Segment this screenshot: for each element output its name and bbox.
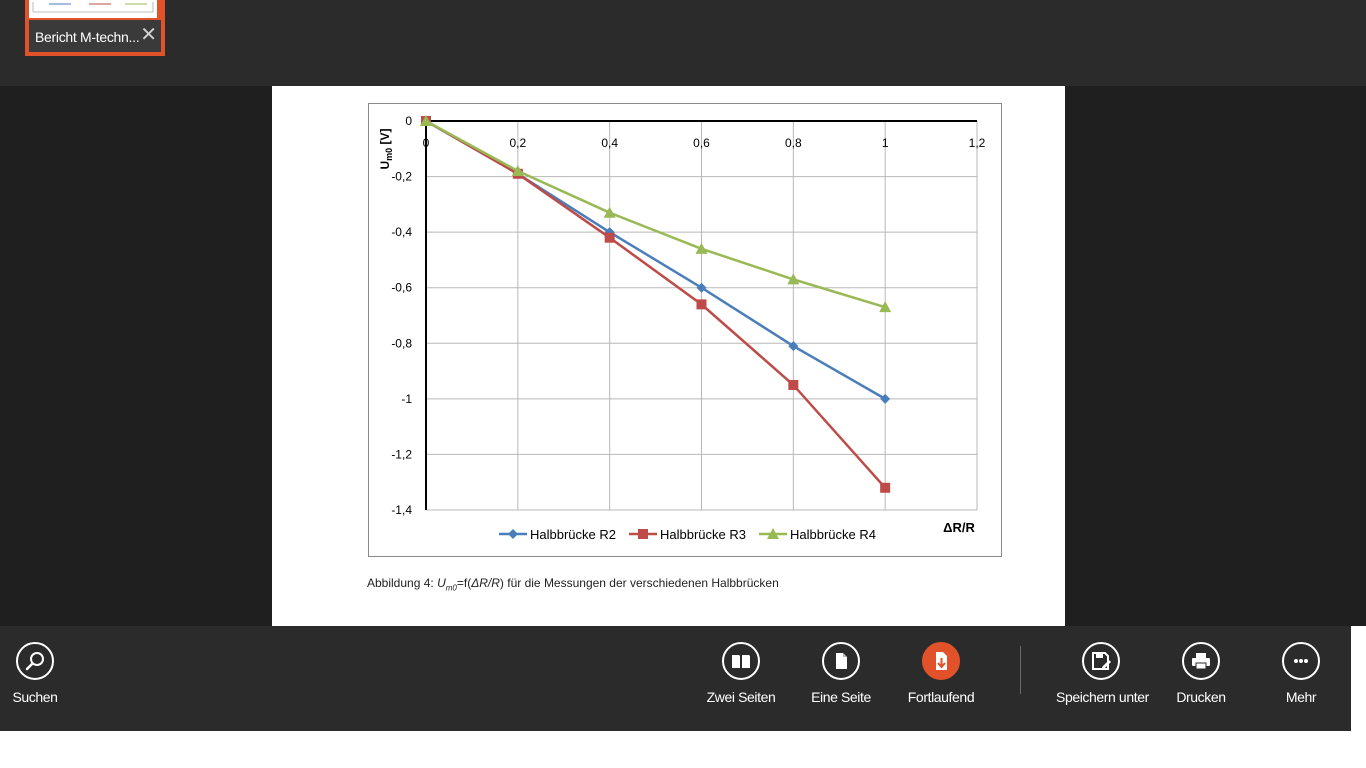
x-axis-label: ΔR/R xyxy=(943,520,975,535)
x-tick-label: 0 xyxy=(423,136,430,150)
y-tick-label: -0,6 xyxy=(391,281,412,295)
search-icon xyxy=(16,642,54,680)
legend-marker-halbbr-cke-r2 xyxy=(508,529,518,539)
x-tick-label: 0,6 xyxy=(693,136,710,150)
legend-marker-halbbr-cke-r3 xyxy=(638,529,648,539)
continuous-button-label: Fortlaufend xyxy=(907,689,975,705)
y-tick-label: -1 xyxy=(401,392,412,406)
print-button-label: Drucken xyxy=(1176,689,1226,705)
two-pages-button[interactable]: Zwei Seiten xyxy=(696,642,786,705)
top-app-bar: Bericht M-techn... ✕ xyxy=(0,0,1366,86)
series-halbbr-cke-r3 xyxy=(421,116,891,493)
y-axis-label: Um0 [V] xyxy=(378,128,394,169)
data-point-halbbr-cke-r3 xyxy=(788,379,799,390)
x-tick-label: 1 xyxy=(882,136,889,150)
chart-legend: Halbbrücke R2 Halbbrücke R3 Halbbrücke R4 xyxy=(499,527,876,542)
y-tick-label: -1,4 xyxy=(391,503,412,517)
two-pages-button-label: Zwei Seiten xyxy=(706,689,776,705)
app-bar-separator xyxy=(1020,646,1021,694)
y-tick-label: -0,2 xyxy=(391,170,412,184)
print-button[interactable]: Drucken xyxy=(1156,642,1246,705)
one-page-icon xyxy=(822,642,860,680)
x-tick-label: 0,8 xyxy=(785,136,802,150)
save-as-button-label: Speichern unter xyxy=(1056,689,1149,705)
data-point-halbbr-cke-r4 xyxy=(420,115,432,126)
data-point-halbbr-cke-r4 xyxy=(511,165,524,177)
data-point-halbbr-cke-r3 xyxy=(604,232,615,243)
y-tick-label: -1,2 xyxy=(391,447,412,461)
chart-frame: 0 -0,2 -0,4 -0,6 -0,8 -1 -1,2 -1,4 0 0,2 0,4 0,6 0,8… xyxy=(368,103,1002,557)
continuous-icon xyxy=(922,642,960,680)
document-tab[interactable]: Bericht M-techn... ✕ xyxy=(25,0,165,56)
document-viewer[interactable]: 0 -0,2 -0,4 -0,6 -0,8 -1 -1,2 -1,4 0 0,2 0,4 0,6 0,8… xyxy=(0,86,1366,626)
data-point-halbbr-cke-r2 xyxy=(880,393,891,404)
series-halbbr-cke-r4 xyxy=(420,115,892,313)
data-point-halbbr-cke-r3 xyxy=(696,299,707,310)
save-as-icon xyxy=(1082,642,1120,680)
save-as-button[interactable]: Speichern unter xyxy=(1056,642,1149,705)
document-tab-label: Bericht M-techn... xyxy=(35,29,140,45)
data-point-halbbr-cke-r2 xyxy=(788,341,799,352)
more-button[interactable]: Mehr xyxy=(1256,642,1346,705)
data-point-halbbr-cke-r4 xyxy=(603,206,616,218)
more-button-label: Mehr xyxy=(1285,689,1317,705)
one-page-button[interactable]: Eine Seite xyxy=(796,642,886,705)
search-button[interactable]: Suchen xyxy=(0,642,80,705)
y-tick-label: -0,4 xyxy=(391,225,412,239)
series-line-halbbr-cke-r4 xyxy=(425,119,886,309)
document-page: 0 -0,2 -0,4 -0,6 -0,8 -1 -1,2 -1,4 0 0,2 0,4 0,6 0,8… xyxy=(272,86,1065,626)
x-tick-label: 0,2 xyxy=(509,136,526,150)
legend-label-halbbr-cke-r2: Halbbrücke R2 xyxy=(530,527,616,542)
print-icon xyxy=(1182,642,1220,680)
data-point-halbbr-cke-r4 xyxy=(695,242,708,254)
y-tick-label: 0 xyxy=(405,114,412,128)
x-tick-label: 1,2 xyxy=(969,136,986,150)
data-point-halbbr-cke-r2 xyxy=(696,282,707,293)
close-icon[interactable]: ✕ xyxy=(140,24,157,46)
line-chart: 0 -0,2 -0,4 -0,6 -0,8 -1 -1,2 -1,4 0 0,2 0,4 0,6 0,8… xyxy=(378,114,986,542)
more-icon xyxy=(1282,642,1320,680)
figure-caption: Abbildung 4: Um0=f(ΔR/R) für die Messung… xyxy=(367,576,779,593)
y-tick-label: -0,8 xyxy=(391,336,412,350)
x-tick-label: 0,4 xyxy=(601,136,618,150)
continuous-button[interactable]: Fortlaufend xyxy=(896,642,986,705)
bottom-app-bar: Suchen Zwei Seiten Eine Seite Fortlaufen… xyxy=(0,626,1351,731)
data-point-halbbr-cke-r4 xyxy=(879,301,892,313)
document-thumbnail xyxy=(29,0,157,18)
series-line-halbbr-cke-r3 xyxy=(425,119,887,489)
two-pages-icon xyxy=(722,642,760,680)
legend-marker-halbbr-cke-r4 xyxy=(767,528,779,539)
data-point-halbbr-cke-r3 xyxy=(880,482,891,493)
data-point-halbbr-cke-r4 xyxy=(787,273,800,285)
legend-label-halbbr-cke-r4: Halbbrücke R4 xyxy=(790,527,876,542)
one-page-button-label: Eine Seite xyxy=(811,689,871,705)
legend-label-halbbr-cke-r3: Halbbrücke R3 xyxy=(660,527,746,542)
search-button-label: Suchen xyxy=(12,689,58,705)
series-line-halbbr-cke-r2 xyxy=(425,119,886,400)
document-tab-label-bar: Bericht M-techn... ✕ xyxy=(29,20,161,52)
